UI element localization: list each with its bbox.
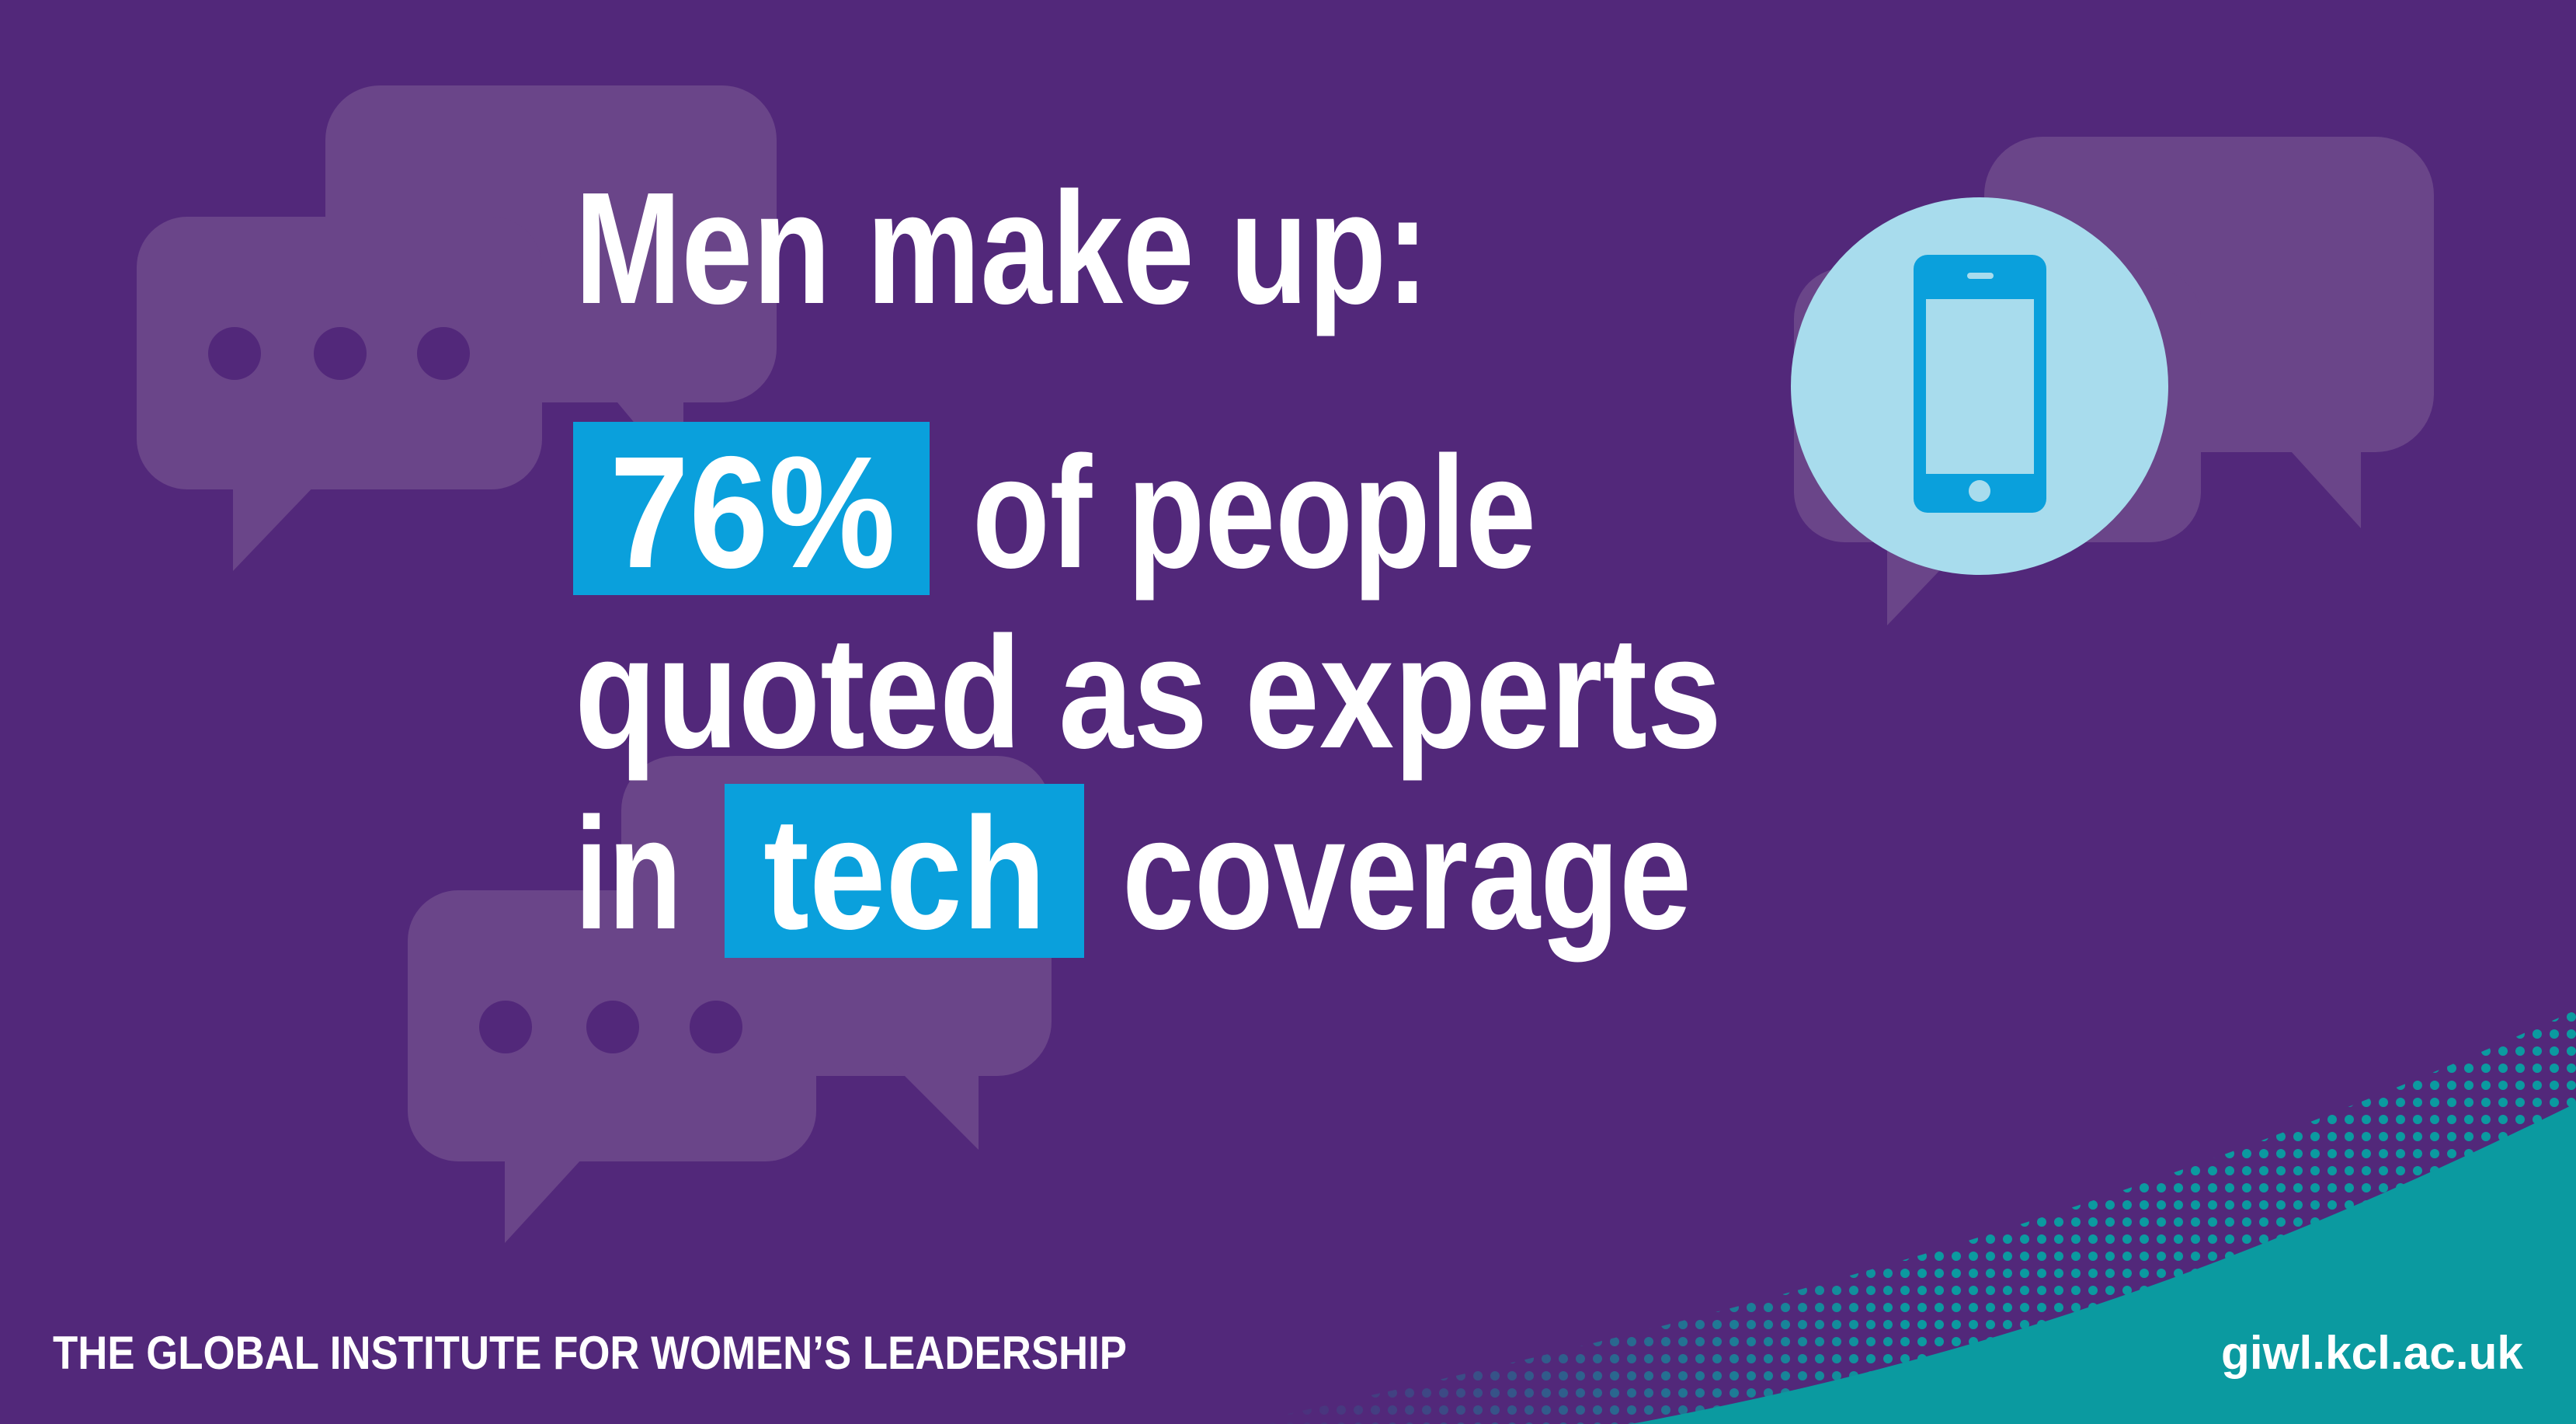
statement-text: in: [575, 785, 682, 963]
organization: THE GLOBAL INSTITUTE FOR WOMEN’S LEADERS…: [53, 1327, 1127, 1379]
phone-icon: [1914, 255, 2046, 513]
statement-text: coverage: [1122, 785, 1691, 963]
url: giwl.kcl.ac.uk: [2221, 1327, 2524, 1379]
statement-text: quoted as experts: [575, 604, 1722, 782]
statement-text: of people: [972, 423, 1536, 601]
stat-highlight: [573, 422, 930, 595]
stat: 76%: [610, 423, 895, 601]
teal-corner: [1243, 1010, 2576, 1424]
tech-highlight: [725, 784, 1084, 958]
highlight-word: tech: [763, 785, 1046, 963]
bubble-dots: [208, 327, 742, 1053]
headline: Men make up:: [575, 159, 1429, 337]
